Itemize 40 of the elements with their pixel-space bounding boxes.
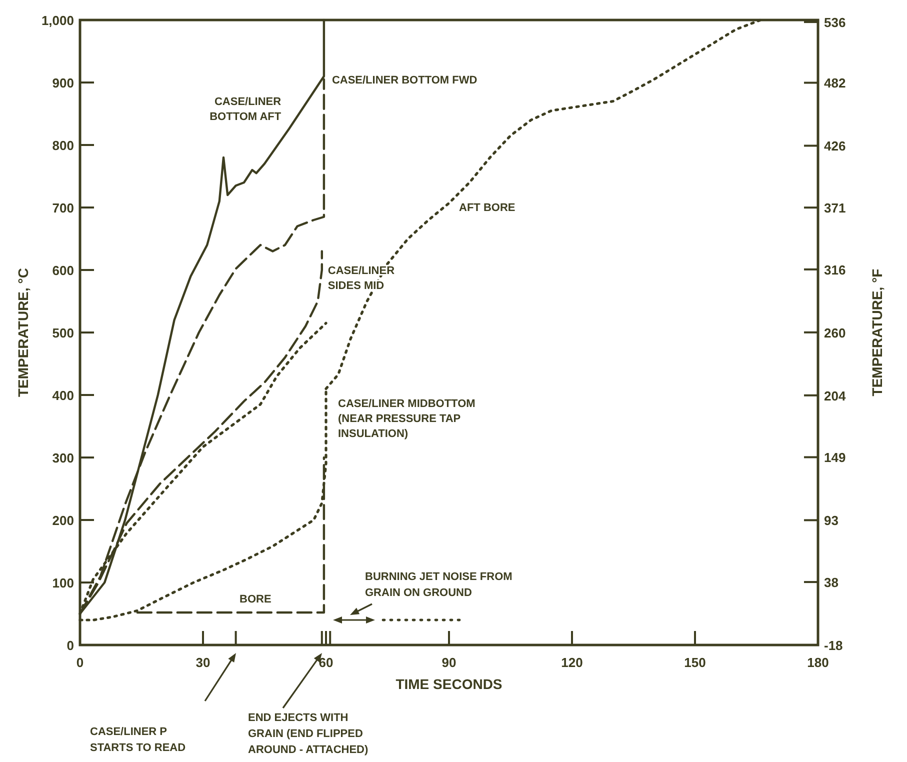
series-label: BORE: [240, 594, 272, 606]
y-tick-label: 400: [52, 388, 74, 403]
y-tick-label: 600: [52, 263, 74, 278]
y2-tick-label: 371: [824, 200, 846, 216]
series-label: AFT BORE: [459, 202, 516, 214]
y2-tick-label: 38: [824, 575, 838, 590]
y-tick-label: 100: [52, 576, 74, 590]
x-tick-label: 30: [196, 655, 210, 670]
y2-tick-label: 536: [824, 15, 846, 30]
x-tick-label: 120: [561, 655, 583, 670]
y2-tick-label: 204: [824, 388, 846, 404]
y2-axis-title: TEMPERATURE, °F: [869, 268, 885, 396]
y-tick-label: 300: [52, 450, 74, 466]
y2-tick-label: 426: [824, 138, 846, 154]
series-label: CASE/LINER BOTTOM FWD: [332, 74, 478, 86]
x-tick-label: 180: [807, 655, 829, 670]
text: END EJECTS WITH GRAIN (END FLIPPED AROUND - ATTACHED): [248, 712, 369, 756]
series-label: CASE/LINER BOTTOM AFT: [210, 96, 282, 123]
annotation: BURNING JET NOISE FROM GRAIN ON GROUND: [365, 571, 512, 599]
y-tick-label: 1,000: [41, 13, 74, 28]
x-tick-label: 60: [318, 655, 334, 670]
x-tick-label: 90: [442, 655, 456, 670]
y-tick-label: 0: [66, 638, 74, 653]
y2-tick-label: 149: [824, 450, 846, 466]
x-tick-label: 0: [76, 655, 84, 670]
text: CASE/LINER P STARTS TO READ: [90, 726, 186, 754]
y2-tick-label: -18: [824, 638, 843, 653]
y-tick-label: 800: [52, 138, 74, 153]
y2-tick-label: 260: [824, 325, 846, 340]
x-axis-title: TIME SECONDS: [396, 676, 502, 692]
y-tick-label: 900: [52, 76, 74, 90]
y-axis-title: TEMPERATURE, °C: [15, 268, 31, 398]
series-label: CASE/LINER MIDBOTTOM (NEAR PRESSURE TAP INSULATION): [338, 398, 476, 440]
y-tick-label: 500: [52, 326, 74, 340]
y2-tick-label: 482: [824, 76, 846, 91]
y-tick-label: 700: [52, 200, 74, 216]
y2-tick-label: 93: [824, 513, 838, 528]
y2-tick-label: 316: [824, 262, 846, 278]
x-tick-label: 150: [684, 655, 706, 670]
y-tick-label: 200: [52, 513, 74, 528]
